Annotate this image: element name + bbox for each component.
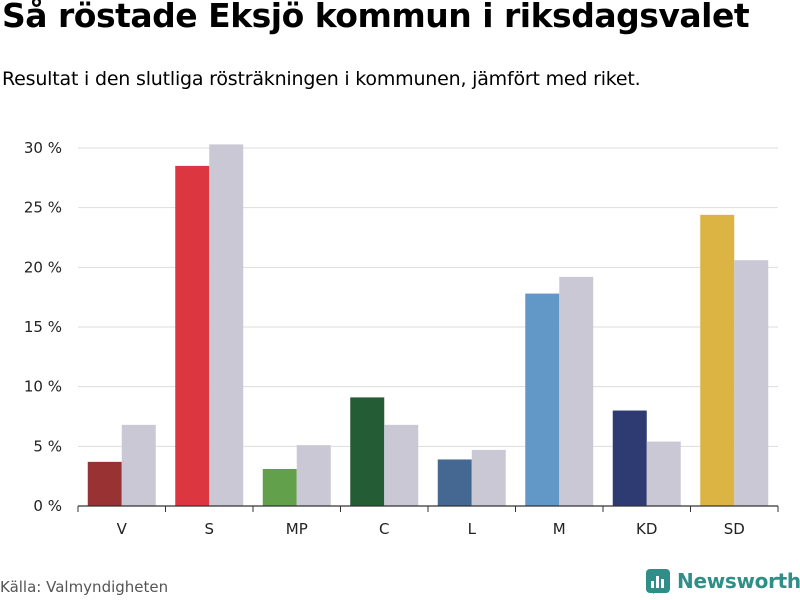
y-tick-label: 20 % [24,258,62,276]
x-axis-tick-labels: V S MP C L M KD SD [117,520,745,538]
x-tick-label: MP [286,520,308,538]
bar-mp-kommun [262,469,297,506]
x-tick-label: KD [636,520,657,538]
bar-v-riket [121,424,156,506]
bars [87,144,769,507]
y-tick-label: 5 % [33,437,62,455]
y-tick-label: 15 % [24,318,62,336]
bar-kd-riket [646,441,681,506]
bar-c-kommun [350,397,385,506]
brand-name: Newsworthy [677,569,800,593]
x-tick-label: S [204,520,214,538]
x-tick-label: L [468,520,477,538]
bar-s-kommun [175,165,210,506]
chart-title: Så röstade Eksjö kommun i riksdagsvalet [2,0,750,35]
bar-sd-kommun [700,214,735,506]
y-tick-label: 10 % [24,378,62,396]
bar-m-riket [559,276,594,506]
bar-s-riket [209,144,244,507]
x-tick-label: M [553,520,566,538]
y-axis-tick-labels: 0 % 5 % 10 % 15 % 20 % 25 % 30 % [24,139,62,515]
x-axis [77,505,779,512]
bar-l-kommun [437,459,472,506]
bar-c-riket [384,424,419,506]
chart-subtitle: Resultat i den slutliga rösträkningen i … [2,68,641,90]
y-tick-label: 0 % [33,497,62,515]
bar-v-kommun [87,461,122,506]
y-tick-label: 30 % [24,139,62,157]
source-note: Källa: Valmyndigheten [0,578,169,596]
bar-sd-riket [734,260,769,506]
bar-mp-riket [296,445,331,506]
newsworthy-logo-icon [646,569,670,594]
brand: Newsworthy [645,568,800,594]
x-tick-label: SD [724,520,745,538]
x-tick-label: V [117,520,128,538]
bar-l-riket [471,449,506,506]
bar-kd-kommun [612,410,647,506]
bar-m-kommun [525,293,560,506]
x-tick-label: C [379,520,389,538]
y-tick-label: 25 % [24,199,62,217]
